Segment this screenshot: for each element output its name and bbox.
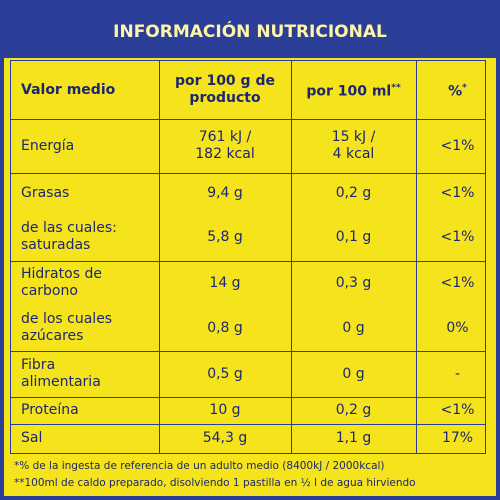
table-cell: <1% [416, 173, 485, 213]
table-cell: de las cuales: saturadas [11, 213, 159, 261]
table-cell: 15 kJ /4 kcal [291, 119, 416, 173]
table-cell: Grasas [11, 173, 159, 213]
cell-text: 0% [446, 319, 469, 336]
cell-text: Fibra [21, 357, 56, 373]
cell-text: 0 g [342, 319, 365, 336]
table-cell: 0,1 g [291, 213, 416, 261]
cell-text: 17% [441, 429, 474, 446]
cell-text: Grasas [21, 184, 70, 201]
cell-text: 9,4 g [207, 184, 243, 201]
cell-text: Sal [21, 429, 43, 446]
table-cell: 14 g [159, 261, 291, 305]
title: INFORMACIÓN NUTRICIONAL [113, 22, 387, 42]
cell-text: 0,2 g [335, 402, 372, 418]
cell-text: 10 g [209, 402, 241, 418]
table-cell: 0% [416, 305, 485, 351]
header-text: %* [448, 82, 467, 100]
table-cell: 5,8 g [159, 213, 291, 261]
table-cell: Sal [11, 424, 159, 452]
table-cell: Energía [11, 119, 159, 173]
cell-text: 1,1 g [335, 429, 372, 446]
cell-text: 15 kJ / [331, 129, 376, 145]
cell-text: 0,8 g [207, 319, 243, 336]
header-text: por 100 g de producto [175, 73, 275, 106]
table-cell: 761 kJ /182 kcal [159, 119, 291, 173]
cell-text: 182 kcal [195, 146, 255, 162]
column-header: por 100 ml** [291, 61, 416, 119]
label-panel: INFORMACIÓN NUTRICIONAL Valor medio por 1… [4, 4, 496, 496]
cell-text: 4 kcal [332, 146, 375, 162]
row-divider [11, 424, 485, 425]
table-cell: 1,1 g [291, 424, 416, 452]
cell-text: <1% [440, 274, 475, 291]
table-cell: Proteína [11, 397, 159, 424]
cell-text: Proteína [21, 402, 79, 418]
table-cell: 17% [416, 424, 485, 452]
cell-text: de las cuales: [21, 220, 117, 236]
column-divider [291, 61, 292, 453]
cell-text: carbono [21, 283, 78, 299]
cell-text: de los cuales [21, 311, 113, 327]
table-cell: 9,4 g [159, 173, 291, 213]
row-divider [11, 173, 485, 174]
row-divider [11, 119, 485, 120]
header-sup: * [462, 82, 467, 93]
column-divider [416, 61, 417, 453]
title-bar: INFORMACIÓN NUTRICIONAL [4, 4, 496, 58]
cell-text: <1% [440, 184, 475, 201]
header-text: por 100 ml** [306, 82, 401, 100]
header-text: Valor medio [21, 81, 116, 98]
table-cell: Fibra alimentaria [11, 351, 159, 397]
table-cell: 54,3 g [159, 424, 291, 452]
table-cell: de los cuales azúcares [11, 305, 159, 351]
table-cell: 10 g [159, 397, 291, 424]
cell-text: 0 g [342, 365, 365, 382]
column-header: Valor medio [11, 61, 159, 119]
cell-text: 0,2 g [335, 184, 372, 201]
table-cell: Hidratos de carbono [11, 261, 159, 305]
row-divider [11, 397, 485, 398]
cell-text: Energía [21, 137, 75, 154]
cell-text: 54,3 g [202, 429, 248, 446]
table-cell: <1% [416, 261, 485, 305]
table-cell: 0,8 g [159, 305, 291, 351]
cell-text: alimentaria [21, 374, 101, 390]
cell-text: saturadas [21, 237, 91, 253]
cell-text: 0,1 g [335, 228, 372, 245]
table-cell: <1% [416, 119, 485, 173]
table-cell: <1% [416, 213, 485, 261]
table-cell: 0,5 g [159, 351, 291, 397]
cell-text: <1% [440, 228, 475, 245]
cell-text: Hidratos de [21, 266, 102, 282]
cell-text: 5,8 g [207, 228, 243, 245]
column-header: %* [416, 61, 485, 119]
row-divider [11, 261, 485, 262]
table-cell: - [416, 351, 485, 397]
table-cell: 0,2 g [291, 397, 416, 424]
cell-text: - [454, 365, 461, 382]
cell-text: 14 g [209, 274, 241, 291]
cell-text: 761 kJ / [198, 129, 252, 145]
column-divider [159, 61, 160, 453]
cell-text: 0,5 g [207, 365, 243, 382]
cell-text: <1% [440, 402, 475, 418]
header-sup: ** [391, 82, 401, 93]
footnote: **100ml de caldo preparado, disolviendo … [14, 477, 416, 489]
row-divider [11, 351, 485, 352]
nutrition-table: Valor medio por 100 g de producto por 100 … [10, 60, 486, 454]
cell-text: azúcares [21, 328, 84, 344]
footnote: *% de la ingesta de referencia de un adu… [14, 460, 385, 472]
table-cell: 0,3 g [291, 261, 416, 305]
cell-text: <1% [440, 137, 475, 154]
table-cell: <1% [416, 397, 485, 424]
column-header: por 100 g de producto [159, 61, 291, 119]
cell-text: 0,3 g [335, 274, 372, 291]
table-cell: 0 g [291, 305, 416, 351]
table-cell: 0 g [291, 351, 416, 397]
table-cell: 0,2 g [291, 173, 416, 213]
